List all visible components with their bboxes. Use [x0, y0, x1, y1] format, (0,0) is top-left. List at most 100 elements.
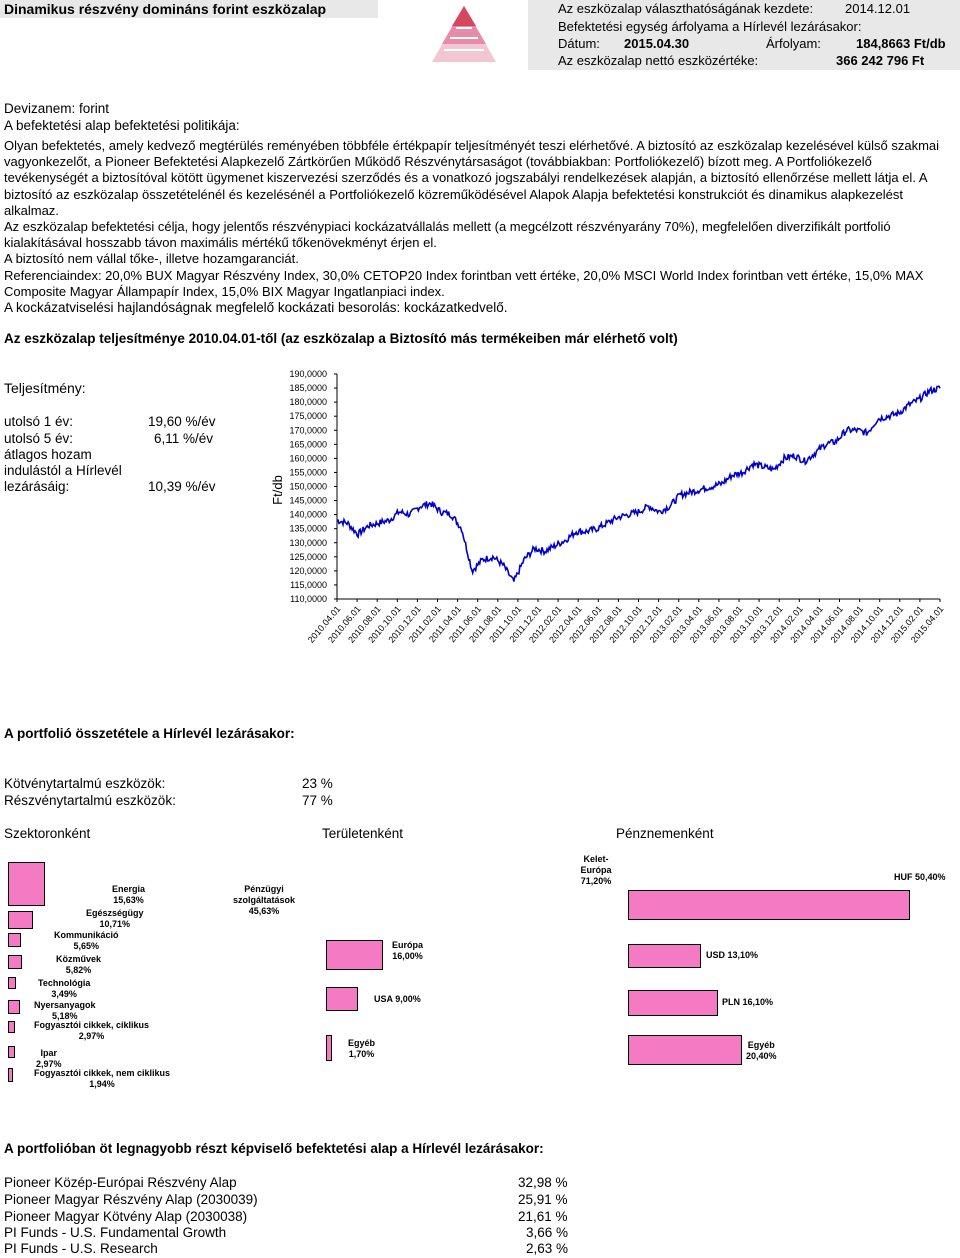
y-tick-label: 120,0000	[289, 566, 327, 576]
fund-title: Dinamikus részvény domináns forint eszkö…	[4, 1, 327, 17]
currency-bar	[628, 944, 702, 968]
sector-bar-label: Ipar 2,97%	[36, 1048, 62, 1070]
y-tick-label: 185,0000	[289, 383, 327, 393]
policy-paragraph-4: Referenciaindex: 20,0% BUX Magyar Részvé…	[4, 267, 924, 299]
y-tick-label: 110,0000	[290, 594, 327, 604]
price-label: Árfolyam:	[766, 36, 821, 51]
sector-value: 5,65%	[73, 941, 100, 951]
region-name: Kelet-Európa	[580, 854, 612, 875]
perf-1y-label: utolsó 1 év:	[4, 414, 74, 429]
unit-price-label: Befektetési egység árfolyama a Hírlevél …	[558, 19, 862, 34]
sector-name: Kommunikáció	[54, 930, 119, 940]
y-tick-label: 125,0000	[289, 552, 327, 562]
fund-row-5-name: PI Funds - U.S. Research	[4, 1241, 158, 1256]
sector-bar	[8, 933, 22, 947]
performance-label: Teljesítmény:	[4, 380, 86, 396]
currency-bar-label: Egyéb 20,40%	[746, 1040, 777, 1062]
currency-bar	[628, 890, 911, 920]
sector-value: 1,94%	[89, 1079, 115, 1089]
sector-value: 2,97%	[78, 1031, 105, 1041]
currency-value: 13,10%	[727, 950, 759, 960]
y-tick-label: 140,0000	[289, 510, 327, 520]
performance-line-chart: 110,0000 115,0000 120,0000 125,0000 130,0000…	[270, 369, 946, 645]
region-value: 9,00%	[395, 994, 421, 1004]
portfolio-heading: A portfolió összetétele a Hírlevél lezár…	[4, 726, 295, 741]
sector-bar-label: Energia 15,63%	[112, 884, 145, 906]
y-tick-label: 165,0000	[289, 439, 327, 449]
top-funds-heading: A portfolióban öt legnagyobb részt képvi…	[4, 1141, 544, 1156]
y-tick-label: 190,0000	[289, 369, 327, 379]
sector-name: Egészségügy	[86, 908, 144, 918]
sector-bar	[8, 1046, 15, 1058]
fund-row-1-name: Pioneer Közép-Európai Részvény Alap	[4, 1175, 237, 1190]
sector-value: 2,97%	[36, 1059, 62, 1069]
region-value: 71,20%	[580, 876, 612, 886]
policy-paragraph-2: Az eszközalap befektetési célja, hogy je…	[4, 219, 891, 251]
fund-row-2-value: 25,91 %	[518, 1192, 568, 1207]
currency-bar	[628, 1035, 743, 1065]
series-line	[336, 385, 941, 582]
price-value: 184,8663 Ft/db	[856, 36, 946, 51]
region-bar-label: USA 9,00%	[374, 994, 421, 1005]
currency-name: USD	[706, 950, 726, 960]
region-bar-label: Kelet-Európa 71,20%	[576, 854, 616, 887]
perf-avg-label-2: indulástól a Hírlevél	[4, 463, 122, 478]
launch-label: Az eszközalap választhatóságának kezdete…	[558, 1, 814, 16]
perf-avg-value: 10,39 %/év	[148, 479, 216, 494]
sector-name: Ipar	[40, 1048, 58, 1058]
y-tick-label: 170,0000	[289, 425, 327, 435]
date-value: 2015.04.30	[624, 36, 690, 51]
nav-value: 366 242 796 Ft	[836, 53, 925, 68]
fund-row-4-name: PI Funds - U.S. Fundamental Growth	[4, 1225, 227, 1240]
sector-bar-label: Egészségügy 10,71%	[86, 908, 144, 930]
region-value: 1,70%	[348, 1049, 375, 1059]
sector-value: 10,71%	[99, 919, 131, 929]
policy-paragraph-1: Olyan befektetés, amely kedvező megtérül…	[4, 138, 940, 218]
currency-line: Devizanem: forint	[4, 101, 110, 116]
region-bar	[326, 940, 383, 970]
region-bar	[326, 987, 358, 1011]
currency-value: 16,10%	[742, 997, 774, 1007]
sector-value: 3,49%	[51, 989, 77, 999]
y-tick-label: 160,0000	[289, 453, 327, 463]
policy-paragraph-3: A biztosító nem vállal tőke-, illetve ho…	[4, 251, 299, 267]
fund-row-2-name: Pioneer Magyar Részvény Alap (2030039)	[4, 1192, 258, 1207]
y-tick-label: 145,0000	[289, 496, 327, 506]
policy-text: Olyan befektetés, amely kedvező megtérül…	[4, 138, 954, 300]
sector-name: Technológia	[38, 978, 91, 988]
currency-value: 50,40%	[915, 872, 946, 882]
sector-title: Szektoronként	[4, 826, 91, 841]
policy-heading: A befektetési alap befektetési politikáj…	[4, 118, 240, 133]
y-tick-label: 180,0000	[289, 397, 327, 407]
fund-row-3-name: Pioneer Magyar Kötvény Alap (2030038)	[4, 1209, 248, 1224]
y-tick-label: 150,0000	[289, 482, 327, 492]
launch-date: 2014.12.01	[845, 1, 911, 16]
sector-bar-label: Kommunikáció 5,65%	[54, 930, 119, 952]
y-tick-label: 175,0000	[289, 411, 327, 421]
region-bar	[326, 1035, 333, 1061]
sector-value: 5,82%	[65, 965, 92, 975]
sector-name: Nyersanyagok	[34, 1000, 96, 1010]
region-name: Egyéb	[348, 1038, 376, 1048]
sector-bar	[8, 955, 22, 969]
sector-bar	[8, 1021, 15, 1033]
fund-row-3-value: 21,61 %	[518, 1209, 568, 1224]
currency-bar	[628, 990, 719, 1016]
sector-bar-label: Fogyasztói cikkek, ciklikus 2,97%	[34, 1020, 149, 1042]
currency-name: PLN	[722, 997, 740, 1007]
bond-label: Kötvénytartalmú eszközök:	[4, 776, 166, 791]
currency-value: 20,40%	[746, 1051, 777, 1061]
sector-bar	[8, 977, 17, 989]
equity-value: 77 %	[302, 793, 333, 808]
performance-heading: Az eszközalap teljesítménye 2010.04.01-t…	[4, 331, 678, 346]
sector-name: Fogyasztói cikkek, nem ciklikus	[34, 1068, 171, 1078]
sector-bar	[8, 862, 45, 906]
nav-label: Az eszközalap nettó eszközértéke:	[558, 53, 759, 68]
perf-5y-value: 6,11 %/év	[154, 431, 214, 446]
equity-label: Részvénytartalmú eszközök:	[4, 793, 176, 808]
fund-row-4-value: 3,66 %	[526, 1225, 569, 1240]
title-bar	[0, 0, 378, 18]
currency-name: HUF	[894, 872, 913, 882]
region-value: 16,00%	[392, 951, 423, 961]
y-axis-label: Ft/db	[270, 475, 285, 505]
